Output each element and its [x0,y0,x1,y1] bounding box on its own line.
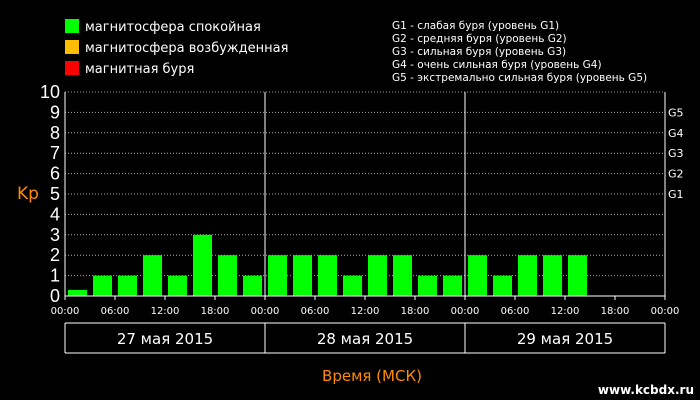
g-scale-notes: G1 - слабая буря (уровень G1)G2 - средня… [392,20,647,84]
y-tick-label: 3 [50,225,60,245]
legend: магнитосфера спокойная магнитосфера возбу… [65,19,288,77]
kp-bar [543,255,562,296]
y-tick-label: 9 [50,102,60,122]
x-tick-label: 06:00 [101,306,130,317]
kp-bar [193,234,212,296]
g-level-label: G2 [668,168,684,181]
day-label: 28 мая 2015 [317,330,413,348]
kp-bar [243,275,262,296]
kp-bar [393,255,412,296]
g-scale-note: G3 - сильная буря (уровень G3) [392,46,566,58]
day-label: 29 мая 2015 [517,330,613,348]
x-tick-label: 12:00 [151,306,180,317]
y-tick-label: 4 [50,204,60,224]
kp-bar [168,275,187,296]
g-level-label: G3 [668,147,684,160]
kp-bar [343,275,362,296]
kp-bar [118,275,137,296]
g-scale-note: G2 - средняя буря (уровень G2) [392,33,567,45]
kp-bar [418,275,437,296]
legend-swatch [65,61,79,75]
x-tick-label: 06:00 [301,306,330,317]
legend-swatch [65,19,79,33]
kp-bar [318,255,337,296]
kp-bar [493,275,512,296]
y-tick-label: 2 [50,245,60,265]
g-scale-note: G1 - слабая буря (уровень G1) [392,20,559,32]
x-tick-label: 00:00 [51,306,80,317]
x-tick-label: 12:00 [551,306,580,317]
y-tick-label: 0 [50,286,60,306]
kp-bar [443,275,462,296]
legend-label: магнитосфера спокойная [85,20,261,35]
kp-bar [93,275,112,296]
kp-bar [518,255,537,296]
axes [64,92,666,354]
y-tick-label: 6 [50,164,60,184]
kp-bar [218,255,237,296]
legend-label: магнитосфера возбужденная [85,41,288,56]
day-label: 27 мая 2015 [117,330,213,348]
y-axis-title: Kp [17,184,39,204]
kp-bar [268,255,287,296]
kp-bar [68,289,87,296]
g-scale-note: G5 - экстремально сильная буря (уровень … [392,72,647,84]
g-level-label: G1 [668,188,684,201]
x-tick-label: 00:00 [451,306,480,317]
x-tick-label: 00:00 [251,306,280,317]
bars [68,234,587,296]
kp-bar [143,255,162,296]
legend-swatch [65,40,79,54]
watermark: www.kcbdx.ru [598,383,694,397]
kp-bar [293,255,312,296]
x-tick-label: 18:00 [201,306,230,317]
g-level-label: G4 [668,127,684,140]
kp-bar [568,255,587,296]
x-tick-label: 00:00 [651,306,680,317]
y-tick-label: 7 [50,143,60,163]
x-tick-label: 06:00 [501,306,530,317]
g-level-label: G5 [668,106,684,119]
x-axis-title: Время (МСК) [322,367,422,385]
x-tick-label: 12:00 [351,306,380,317]
x-tick-label: 18:00 [601,306,630,317]
y-tick-label: 8 [50,123,60,143]
y-tick-label: 1 [50,266,60,286]
grid [65,91,665,277]
kp-bar [368,255,387,296]
kp-bar [468,255,487,296]
x-tick-label: 18:00 [401,306,430,317]
legend-label: магнитная буря [85,62,194,77]
g-scale-note: G4 - очень сильная буря (уровень G4) [392,59,602,71]
y-tick-label: 10 [40,82,60,102]
y-tick-label: 5 [50,184,60,204]
